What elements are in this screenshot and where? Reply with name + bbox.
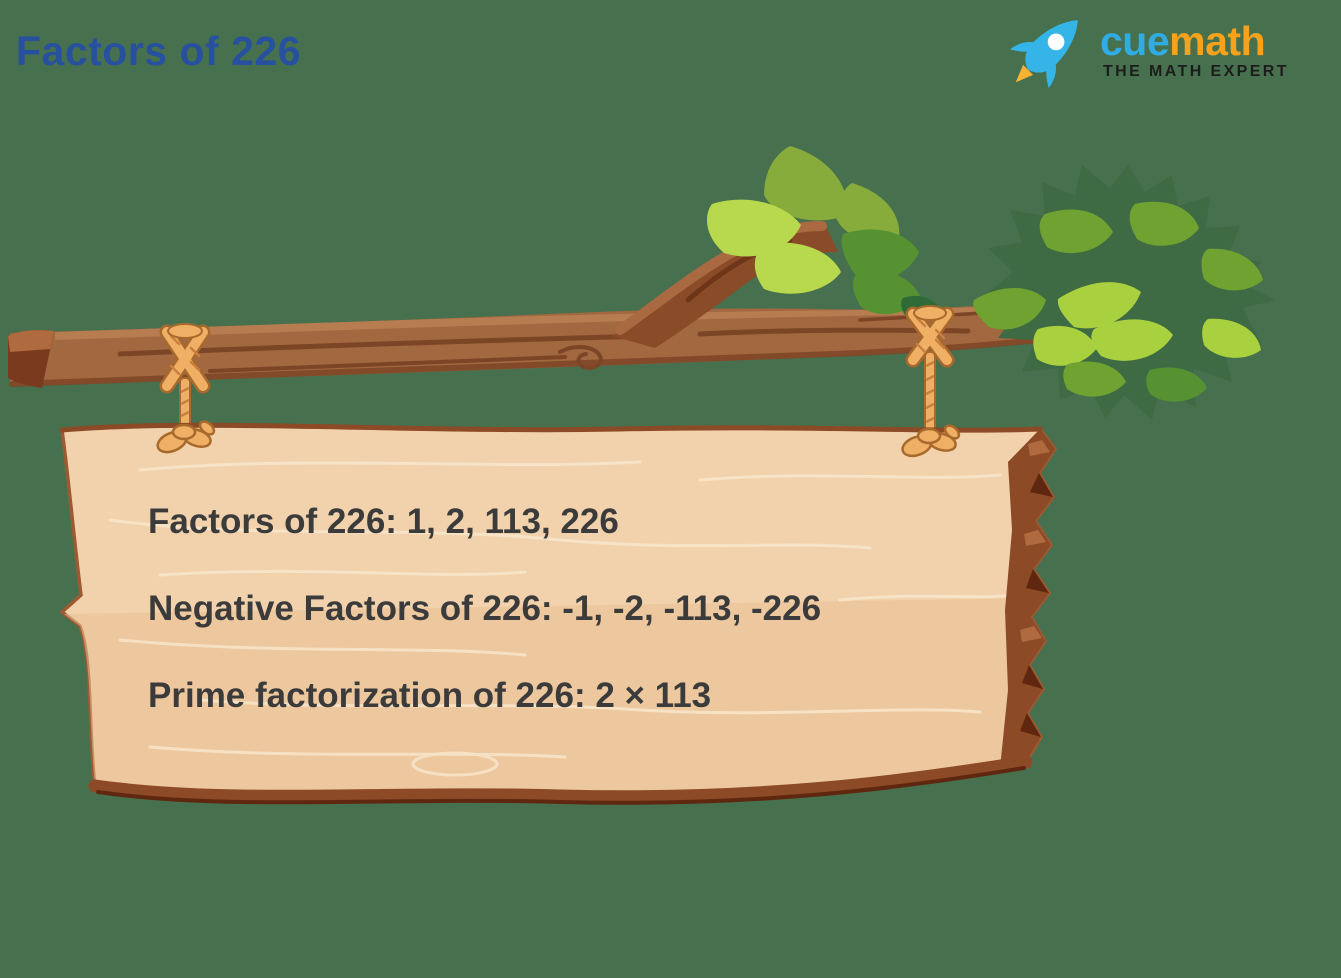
rocket-icon (1010, 20, 1078, 88)
cuemath-logo: cuemath THE MATH EXPERT (1004, 4, 1334, 94)
leaf-cluster-large (973, 165, 1276, 420)
brand-cue: cue (1100, 18, 1170, 64)
rope-left-knots (156, 323, 216, 454)
brand-tagline: THE MATH EXPERT (1103, 63, 1289, 80)
sign-line-prime-factorization: Prime factorization of 226: 2 × 113 (148, 676, 712, 715)
rope-right (924, 351, 936, 441)
sign-line-negative-factors: Negative Factors of 226: -1, -2, -113, -… (148, 589, 822, 628)
brand-math: math (1169, 18, 1266, 64)
leaf-cluster-small (707, 146, 941, 321)
rope-right-knots (901, 305, 961, 458)
page-title: Factors of 226 (16, 28, 301, 74)
brand-wordmark: cuemath (1100, 18, 1266, 65)
sign-line-factors: Factors of 226: 1, 2, 113, 226 (148, 502, 619, 541)
sign-board (59, 422, 1058, 805)
